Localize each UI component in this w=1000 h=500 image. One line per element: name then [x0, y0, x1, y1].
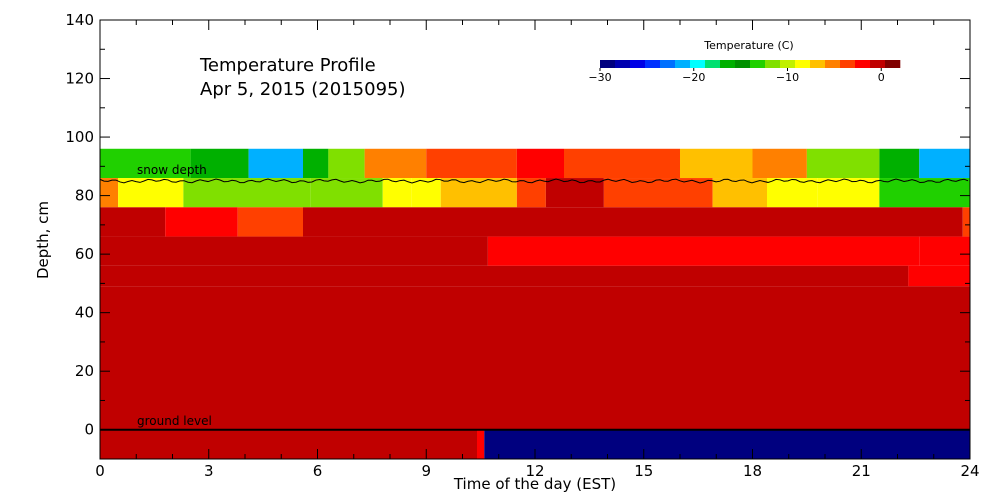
- y-tick-label: 20: [75, 362, 94, 380]
- colorbar-tick-label: −20: [682, 71, 705, 84]
- x-tick-label: 9: [421, 462, 431, 480]
- heatmap-cell-1-1: [118, 178, 184, 208]
- x-tick-label: 0: [95, 462, 105, 480]
- heatmap-cell-3-2: [919, 236, 970, 266]
- colorbar-title: Temperature (C): [703, 39, 793, 52]
- colorbar-swatch: [825, 60, 841, 68]
- heatmap-cell-1-5: [411, 178, 441, 208]
- heatmap-cell-0-13: [919, 148, 970, 179]
- heatmap-cell-1-9: [603, 178, 713, 208]
- colorbar-swatch: [795, 60, 811, 68]
- heatmap-cell-1-13: [879, 178, 970, 208]
- colorbar-swatch: [885, 60, 901, 68]
- colorbar-tick-label: −10: [776, 71, 799, 84]
- colorbar-swatch: [705, 60, 721, 68]
- colorbar-swatch: [810, 60, 826, 68]
- y-tick-label: 140: [65, 11, 94, 29]
- x-tick-label: 15: [634, 462, 653, 480]
- chart-subtitle: Apr 5, 2015 (2015095): [200, 79, 406, 100]
- heatmap-cell-3-1: [487, 236, 920, 266]
- y-tick-label: 40: [75, 304, 94, 322]
- colorbar-swatch: [675, 60, 691, 68]
- colorbar: −30 −20 −10 0: [588, 60, 901, 84]
- colorbar-swatch: [855, 60, 871, 68]
- heatmap: [100, 148, 970, 459]
- heatmap-cell-2-4: [962, 207, 970, 237]
- heatmap-cell-1-6: [440, 178, 517, 208]
- heatmap-cell-1-8: [545, 178, 604, 208]
- colorbar-swatch: [645, 60, 661, 68]
- heatmap-cell-0-5: [364, 148, 427, 179]
- heatmap-cell-0-6: [426, 148, 517, 179]
- heatmap-cell-3-0: [100, 236, 488, 266]
- colorbar-swatch: [690, 60, 706, 68]
- colorbar-tick-label: −30: [588, 71, 611, 84]
- chart-title: Temperature Profile: [199, 55, 376, 76]
- colorbar-swatch: [735, 60, 751, 68]
- heatmap-cell-4-0: [100, 265, 909, 287]
- y-tick-label: 0: [84, 421, 94, 439]
- y-tick-label: 120: [65, 70, 94, 88]
- heatmap-cell-0-1: [190, 148, 249, 179]
- colorbar-swatch: [765, 60, 781, 68]
- x-tick-label: 6: [313, 462, 323, 480]
- heatmap-cell-1-2: [183, 178, 311, 208]
- heatmap-cell-2-0: [100, 207, 166, 237]
- colorbar-swatch: [870, 60, 886, 68]
- heatmap-cell-0-10: [752, 148, 807, 179]
- x-tick-label: 24: [960, 462, 979, 480]
- heatmap-cell-0-11: [806, 148, 880, 179]
- axes: 0 3 6 9 12 15 18 21 24 0 20 40 60 80 100 120 140: [65, 11, 979, 480]
- x-axis-title: Time of the day (EST): [453, 475, 616, 493]
- colorbar-swatch: [840, 60, 856, 68]
- heatmap-cell-2-1: [165, 207, 238, 237]
- heatmap-cell-6-1: [477, 429, 485, 459]
- heatmap-cell-0-9: [680, 148, 753, 179]
- snow-depth-label: snow depth: [137, 163, 207, 177]
- heatmap-cell-0-4: [328, 148, 365, 179]
- heatmap-cell-0-0: [100, 148, 191, 179]
- heatmap-cell-0-7: [516, 148, 564, 179]
- y-tick-label: 100: [65, 128, 94, 146]
- heatmap-cell-1-10: [712, 178, 767, 208]
- heatmap-cell-6-0: [100, 429, 477, 459]
- colorbar-swatch: [750, 60, 766, 68]
- y-tick-label: 80: [75, 187, 94, 205]
- y-tick-label: 60: [75, 245, 94, 263]
- colorbar-swatch: [600, 60, 616, 68]
- heatmap-cell-0-3: [303, 148, 329, 179]
- colorbar-swatch: [780, 60, 796, 68]
- colorbar-tick-label: 0: [878, 71, 885, 84]
- y-axis-title: Depth, cm: [34, 201, 52, 279]
- heatmap-cell-2-2: [237, 207, 303, 237]
- snow-depth-line: [99, 178, 969, 184]
- x-tick-label: 12: [525, 462, 544, 480]
- colorbar-swatch: [720, 60, 736, 68]
- heatmap-cell-0-8: [564, 148, 680, 179]
- heatmap-cell-0-2: [248, 148, 303, 179]
- heatmap-cell-2-3: [303, 207, 963, 237]
- heatmap-cell-1-11: [767, 178, 818, 208]
- colorbar-swatch: [615, 60, 631, 68]
- heatmap-cell-1-4: [382, 178, 412, 208]
- heatmap-cell-0-12: [879, 148, 920, 179]
- heatmap-cell-5-0: [100, 286, 970, 430]
- ground-level-label: ground level: [137, 414, 212, 428]
- heatmap-cell-1-0: [100, 178, 119, 208]
- x-tick-label: 21: [852, 462, 871, 480]
- x-tick-label: 3: [204, 462, 214, 480]
- heatmap-cell-4-1: [908, 265, 970, 287]
- overlay: [99, 178, 970, 431]
- x-tick-label: 18: [743, 462, 762, 480]
- heatmap-cell-6-2: [484, 429, 970, 459]
- colorbar-swatch: [660, 60, 676, 68]
- colorbar-swatch: [630, 60, 646, 68]
- heatmap-cell-1-3: [310, 178, 383, 208]
